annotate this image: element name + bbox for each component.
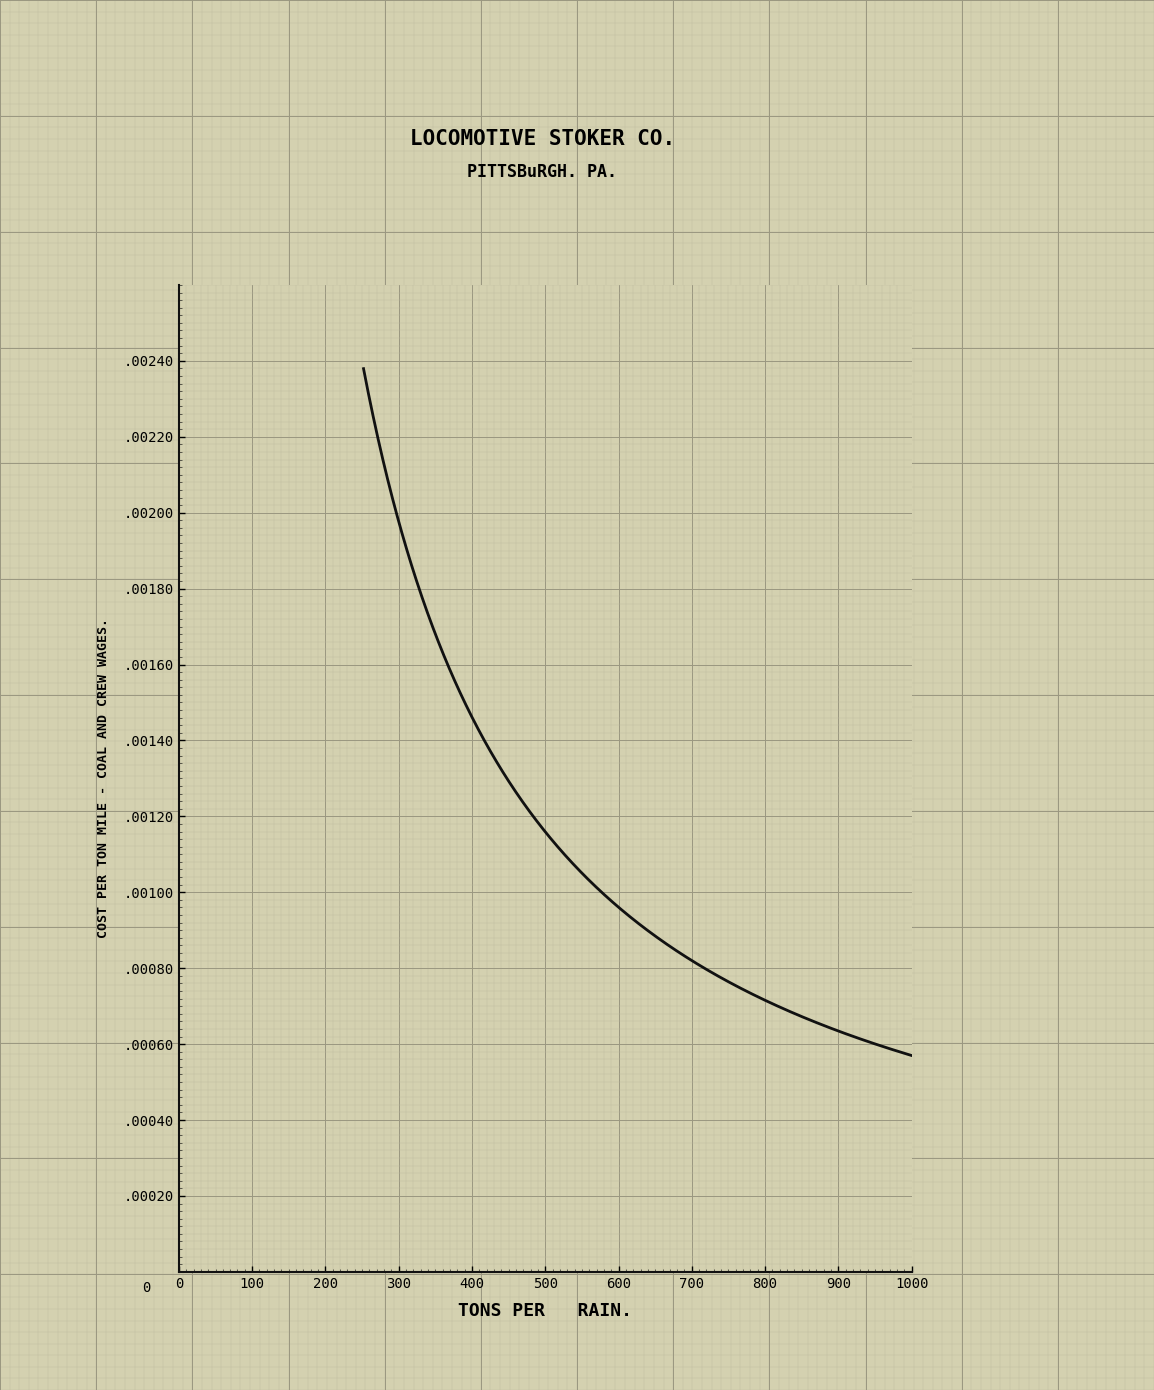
X-axis label: TONS PER   RAIN.: TONS PER RAIN. [458, 1302, 632, 1320]
Text: PITTSBuRGH. PA.: PITTSBuRGH. PA. [467, 164, 617, 181]
Y-axis label: COST PER TON MILE - COAL AND CREW WAGES.: COST PER TON MILE - COAL AND CREW WAGES. [97, 619, 110, 938]
Text: 0: 0 [142, 1282, 150, 1295]
Text: LOCOMOTIVE STOKER CO.: LOCOMOTIVE STOKER CO. [410, 129, 675, 149]
